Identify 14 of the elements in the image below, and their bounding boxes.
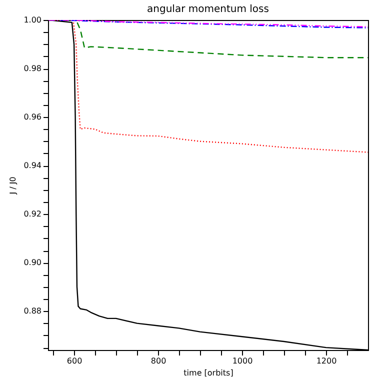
- y-tick-label: 0.96: [24, 112, 42, 122]
- y-tick-label: 1.00: [24, 16, 42, 24]
- x-tick-label: 1000: [232, 356, 253, 366]
- y-tick-label: 0.88: [24, 306, 42, 316]
- y-axis-title: J / J0: [8, 176, 18, 196]
- y-tick-label: 0.94: [24, 161, 42, 170]
- x-tick-label: 800: [150, 356, 166, 366]
- x-tick-label: 600: [66, 356, 82, 366]
- y-tick-label: 0.92: [24, 210, 42, 219]
- x-tick-label: 1200: [316, 356, 337, 366]
- x-axis-title: time [orbits]: [184, 368, 234, 378]
- chart-title: angular momentum loss: [147, 4, 269, 15]
- y-tick-label: 0.98: [24, 64, 42, 74]
- y-tick-label: 0.90: [24, 258, 42, 268]
